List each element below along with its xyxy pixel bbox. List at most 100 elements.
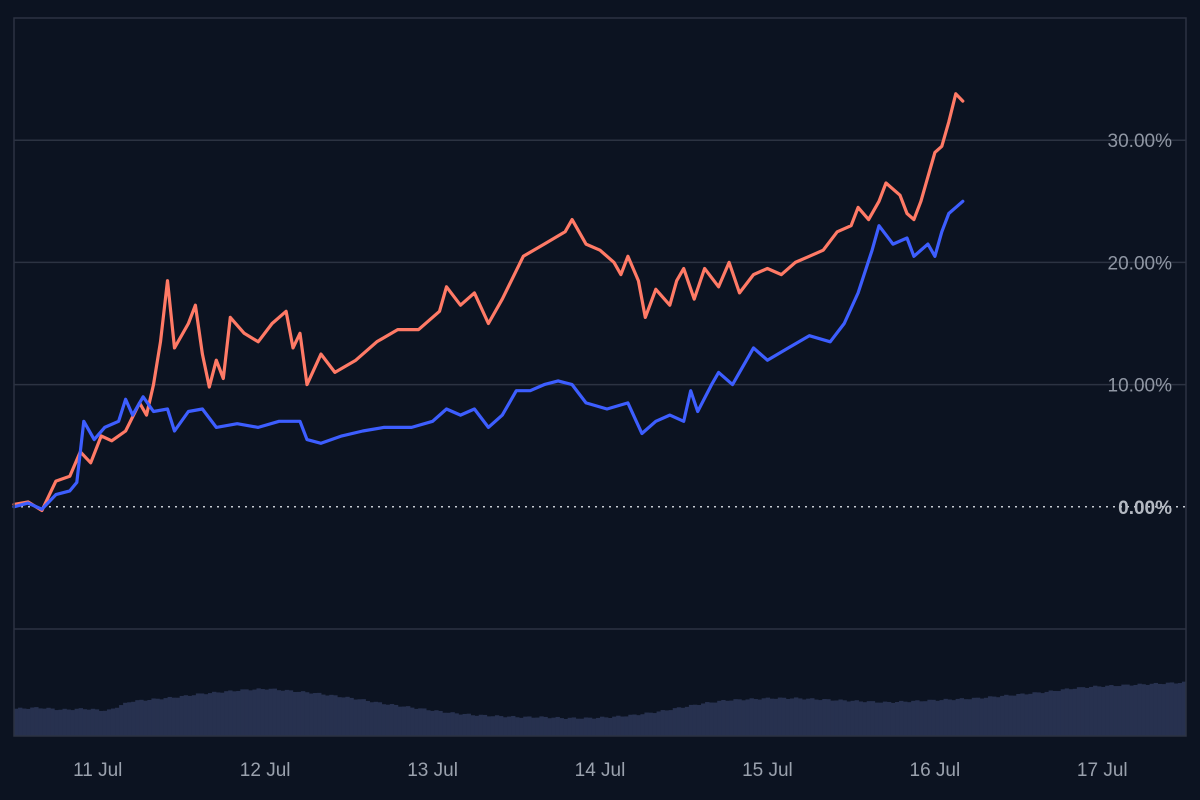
volume-bar bbox=[151, 698, 156, 736]
volume-bar bbox=[745, 699, 750, 736]
volume-bar bbox=[66, 709, 71, 736]
volume-bar bbox=[1056, 691, 1062, 736]
volume-bar bbox=[1165, 682, 1171, 736]
volume-bar bbox=[575, 718, 581, 736]
volume-bar bbox=[102, 710, 108, 736]
volume-bar bbox=[971, 697, 977, 736]
volume-bar bbox=[248, 690, 253, 736]
volume-bar bbox=[50, 708, 55, 736]
volume-bar bbox=[70, 710, 75, 736]
volume-bar bbox=[628, 714, 633, 736]
y-tick-label: 30.00% bbox=[1108, 131, 1173, 152]
volume-bar bbox=[579, 718, 585, 736]
volume-bar bbox=[608, 717, 613, 736]
volume-bar bbox=[822, 699, 827, 736]
volume-bar bbox=[793, 697, 799, 736]
volume-bar bbox=[1028, 693, 1033, 736]
volume-bar bbox=[1101, 686, 1106, 736]
volume-bar bbox=[624, 716, 629, 736]
volume-bar bbox=[1137, 683, 1142, 736]
volume-bar bbox=[1169, 682, 1175, 736]
y-axis-ticks: 30.00% 20.00% 10.00% 0.00% bbox=[1108, 131, 1173, 519]
volume-bar bbox=[1125, 684, 1130, 736]
volume-bar bbox=[62, 708, 67, 736]
volume-bar bbox=[195, 693, 201, 736]
volume-bar bbox=[551, 717, 556, 736]
volume-bar bbox=[1089, 686, 1094, 736]
volume-bar bbox=[672, 708, 678, 736]
y-tick-label: 0.00% bbox=[1118, 498, 1172, 519]
volume-bar bbox=[919, 701, 924, 736]
volume-bar bbox=[903, 701, 908, 736]
volume-bar bbox=[1133, 684, 1138, 736]
volume-bar bbox=[1161, 684, 1167, 736]
volume-bar bbox=[58, 709, 63, 736]
volume-bar bbox=[284, 689, 290, 736]
volume-bar bbox=[450, 712, 455, 736]
volume-bar bbox=[163, 698, 168, 736]
volume-bar bbox=[1145, 684, 1150, 736]
volume-bar bbox=[850, 700, 855, 736]
series-line-1 bbox=[12, 92, 965, 513]
volume-bar bbox=[191, 695, 197, 736]
x-tick-label: 17 Jul bbox=[1077, 760, 1128, 781]
volume-bar bbox=[927, 699, 932, 736]
volume-bar bbox=[604, 717, 609, 736]
volume-bar bbox=[547, 718, 552, 736]
volume-bar bbox=[878, 702, 884, 736]
volume-bar bbox=[90, 708, 96, 736]
volume-bar bbox=[907, 702, 912, 736]
volume-bar bbox=[975, 697, 981, 736]
volume-bars bbox=[14, 681, 1187, 736]
volume-bar bbox=[583, 717, 589, 736]
volume-bar bbox=[507, 716, 512, 736]
volume-bar bbox=[454, 713, 459, 736]
volume-bar bbox=[527, 716, 532, 736]
volume-bar bbox=[304, 692, 310, 736]
volume-bar bbox=[640, 714, 645, 736]
volume-bar bbox=[895, 701, 900, 736]
volume-bar bbox=[78, 708, 84, 736]
volume-bar bbox=[656, 711, 661, 736]
volume-bar bbox=[127, 702, 132, 736]
volume-bar bbox=[430, 710, 435, 736]
volume-bar bbox=[171, 697, 176, 736]
volume-bar bbox=[123, 702, 128, 736]
volume-bar bbox=[115, 707, 120, 736]
volume-bar bbox=[393, 704, 399, 736]
volume-bar bbox=[709, 702, 714, 736]
volume-bar bbox=[943, 698, 948, 736]
volume-bar bbox=[256, 688, 261, 736]
volume-bar bbox=[434, 710, 439, 736]
volume-bar bbox=[486, 716, 492, 736]
volume-bar bbox=[187, 695, 193, 736]
volume-bar bbox=[1048, 690, 1053, 736]
volume-bar bbox=[648, 712, 653, 736]
volume-bar bbox=[1097, 686, 1102, 736]
volume-bar bbox=[733, 699, 738, 736]
volume-bar bbox=[620, 716, 625, 736]
volume-bar bbox=[612, 716, 617, 736]
volume-bar bbox=[426, 710, 431, 736]
volume-bar bbox=[264, 689, 269, 736]
volume-bar bbox=[474, 715, 480, 736]
volume-bar bbox=[996, 697, 1001, 736]
volume-bar bbox=[854, 700, 859, 736]
volume-bar bbox=[296, 691, 302, 736]
volume-bar bbox=[842, 700, 847, 736]
volume-bar bbox=[337, 697, 342, 736]
volume-bar bbox=[260, 689, 265, 736]
volume-bar bbox=[494, 715, 500, 736]
volume-bar bbox=[684, 706, 690, 736]
volume-bar bbox=[106, 709, 112, 736]
volume-bar bbox=[252, 689, 257, 736]
volume-bar bbox=[203, 694, 209, 736]
volume-bar bbox=[490, 716, 496, 736]
volume-bar bbox=[1105, 685, 1110, 736]
volume-bar bbox=[717, 700, 722, 736]
volume-bar bbox=[1052, 690, 1057, 736]
volume-bar bbox=[737, 699, 742, 736]
volume-bar bbox=[571, 717, 577, 736]
volume-bar bbox=[882, 701, 888, 736]
volume-bar bbox=[511, 715, 516, 736]
